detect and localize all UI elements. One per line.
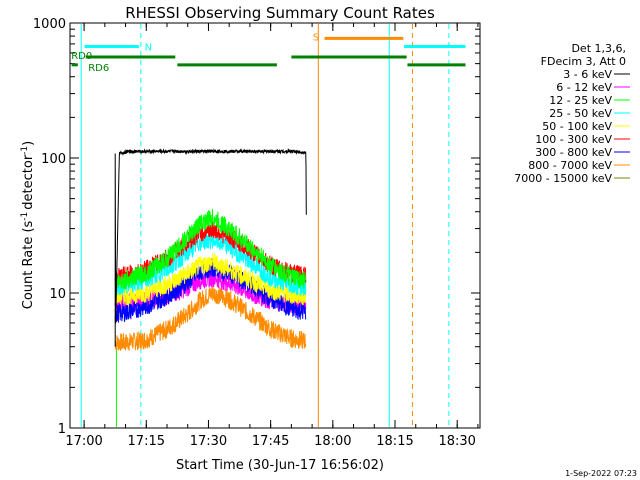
state-bar-label: RD6 [88,63,109,74]
legend-entry-label: 7000 - 15000 keV [514,172,612,185]
series-line [114,253,307,306]
y-axis-label-end: ) [21,141,36,146]
vertical-markers [80,24,450,427]
y-tick-label: 1 [58,422,66,437]
legend-entry-label: 12 - 25 keV [549,94,612,107]
x-tick-label: 17:00 [65,434,102,449]
y-axis-label-sup1: -1 [20,212,30,221]
state-bar-label: RD0 [71,51,92,62]
series-lines [114,148,307,352]
x-tick-label: 18:30 [438,434,475,449]
legend-entry-label: 50 - 100 keV [542,120,612,133]
legend-header: FDecim 3, Att 0 [541,55,626,68]
y-axis-label-main: Count Rate (s [21,220,36,309]
y-axis-label-sup2: -1 [20,146,30,155]
legend-header: Det 1,3,6, [571,42,626,55]
axes: 17:00 17:15 17:30 17:45 18:00 18:15 18:30 1 10 10… [33,17,480,449]
y-tick-label: 100 [41,152,66,167]
y-axis-label-tail: detector [21,154,36,210]
state-bar-label: N [145,42,152,53]
series-line [114,148,307,347]
y-tick-label: 10 [49,287,66,302]
x-tick-label: 18:00 [314,434,351,449]
series-line [114,208,307,291]
series-line [114,286,307,352]
plot-frame [69,22,481,429]
chart-title: RHESSI Observing Summary Count Rates [125,4,435,22]
series-line [114,258,307,323]
plot-area [69,22,481,429]
y-axis-label: Count Rate (s-1detector-1) [20,141,36,309]
footer-date: 1-Sep-2022 07:23 [565,469,637,478]
x-tick-label: 17:15 [128,434,165,449]
x-axis-label: Start Time (30-Jun-17 16:56:02) [176,458,384,473]
y-tick-label: 1000 [33,17,66,32]
legend-entry-label: 25 - 50 keV [549,107,612,120]
x-tick-label: 17:45 [252,434,289,449]
legend-entry-label: 6 - 12 keV [556,81,612,94]
legend-entry-label: 100 - 300 keV [535,133,612,146]
legend-entry-label: 300 - 800 keV [535,146,612,159]
x-tick-label: 17:30 [190,434,227,449]
legend-entry-label: 800 - 7000 keV [528,159,612,172]
state-bar-label: S [313,32,319,43]
x-tick-label: 18:15 [376,434,413,449]
legend-entry-label: 3 - 6 keV [563,68,612,81]
